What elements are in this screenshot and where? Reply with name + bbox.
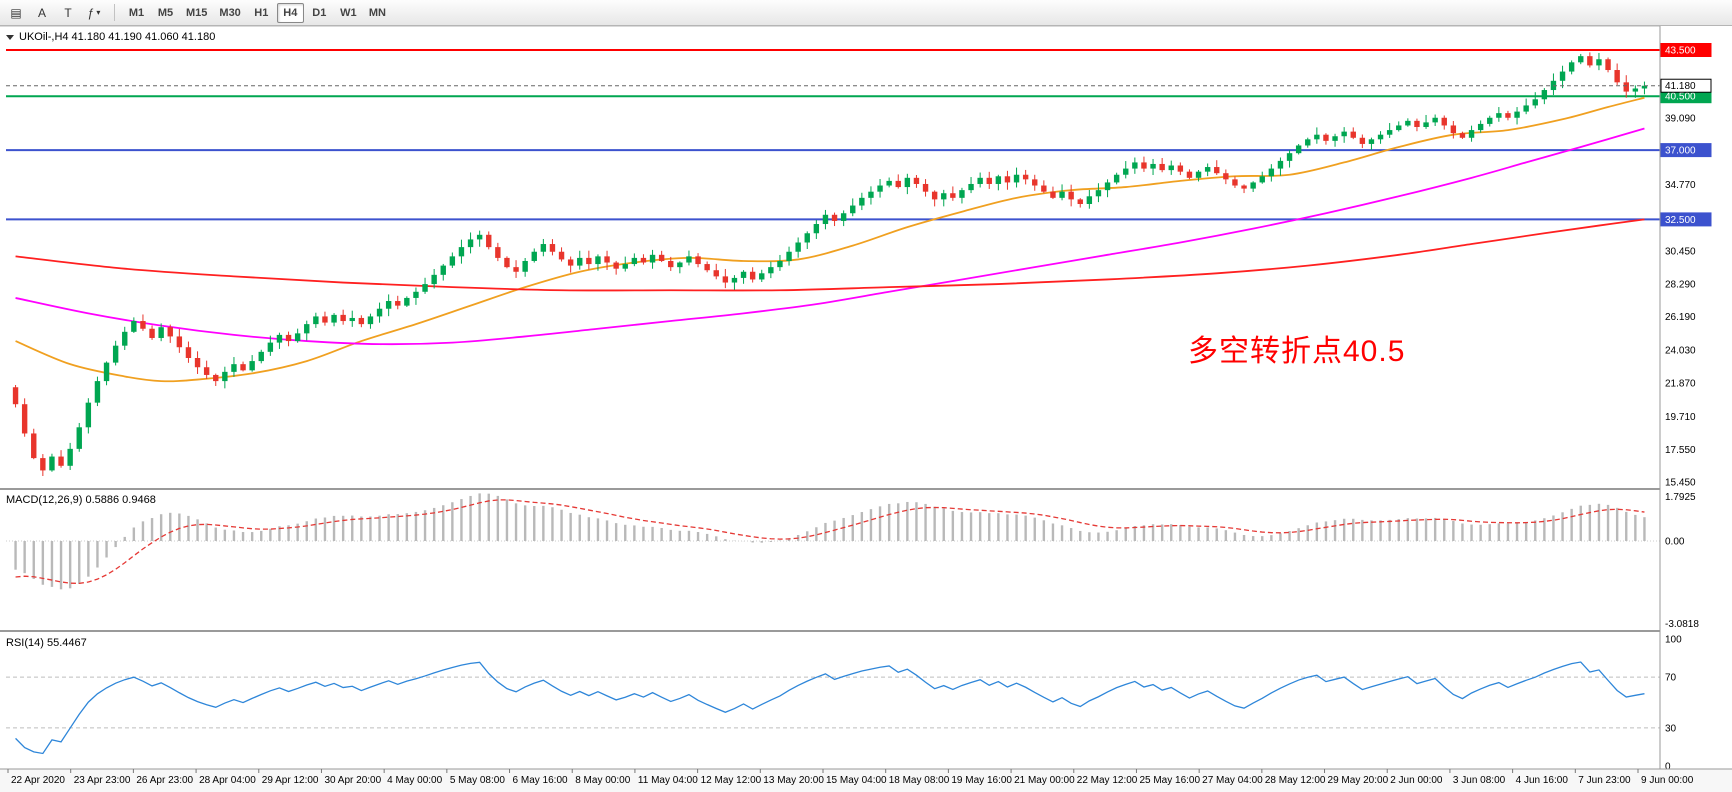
svg-text:5 May 08:00: 5 May 08:00: [450, 775, 505, 786]
svg-text:23 Apr 23:00: 23 Apr 23:00: [74, 775, 131, 786]
macd-signal-line: [15, 499, 1645, 585]
indicators-button[interactable]: ƒ ▾: [87, 5, 101, 20]
svg-text:34.770: 34.770: [1665, 180, 1696, 191]
price-axis[interactable]: [1660, 26, 1732, 769]
svg-text:19 May 16:00: 19 May 16:00: [951, 775, 1012, 786]
svg-text:39.090: 39.090: [1665, 113, 1696, 124]
price-axis-labels: 39.090 34.770 30.450 28.290 26.190 24.030 21.8…: [1665, 113, 1696, 488]
svg-text:32.500: 32.500: [1665, 215, 1696, 226]
svg-text:1.7925: 1.7925: [1665, 492, 1696, 503]
svg-text:11 May 04:00: 11 May 04:00: [638, 775, 698, 786]
svg-text:28 Apr 04:00: 28 Apr 04:00: [199, 775, 256, 786]
svg-text:29 May 20:00: 29 May 20:00: [1328, 775, 1389, 786]
svg-text:22 Apr 2020: 22 Apr 2020: [11, 775, 65, 786]
timeframe-button-mn[interactable]: MN: [368, 6, 386, 19]
price-tag: 41.180: [1660, 78, 1712, 93]
svg-text:30 Apr 20:00: 30 Apr 20:00: [324, 775, 381, 786]
candles: [12, 52, 1648, 477]
timeframe-button-h1[interactable]: H1: [254, 6, 269, 19]
svg-text:100: 100: [1665, 635, 1682, 646]
svg-text:37.000: 37.000: [1665, 146, 1696, 157]
svg-text:28.290: 28.290: [1665, 280, 1696, 291]
svg-text:21.870: 21.870: [1665, 379, 1696, 390]
rsi-line: [15, 661, 1645, 755]
svg-text:43.500: 43.500: [1665, 46, 1696, 57]
svg-text:6 May 16:00: 6 May 16:00: [513, 775, 568, 786]
svg-text:21 May 00:00: 21 May 00:00: [1014, 775, 1075, 786]
svg-text:9 Jun 00:00: 9 Jun 00:00: [1641, 775, 1694, 786]
svg-text:22 May 12:00: 22 May 12:00: [1077, 775, 1138, 786]
svg-text:0.00: 0.00: [1665, 537, 1685, 548]
svg-text:70: 70: [1665, 673, 1677, 684]
svg-text:3 Jun 08:00: 3 Jun 08:00: [1453, 775, 1506, 786]
svg-text:25 May 16:00: 25 May 16:00: [1139, 775, 1200, 786]
svg-text:12 May 12:00: 12 May 12:00: [701, 775, 762, 786]
timeframe-button-h4[interactable]: H4: [276, 2, 304, 23]
auto-arrange-button[interactable]: A: [37, 5, 46, 20]
svg-text:4 Jun 16:00: 4 Jun 16:00: [1516, 775, 1569, 786]
svg-text:17.550: 17.550: [1665, 445, 1696, 456]
svg-text:2 Jun 00:00: 2 Jun 00:00: [1390, 775, 1443, 786]
svg-text:0: 0: [1665, 762, 1671, 773]
svg-text:41.180: 41.180: [1665, 81, 1696, 92]
timeframe-button-m1[interactable]: M1: [128, 6, 145, 19]
macd-histogram: [14, 493, 1646, 590]
svg-text:27 May 04:00: 27 May 04:00: [1202, 775, 1263, 786]
chart-window-button[interactable]: ▤: [10, 5, 22, 20]
svg-text:24.030: 24.030: [1665, 345, 1696, 356]
svg-text:28 May 12:00: 28 May 12:00: [1265, 775, 1326, 786]
timeframe-button-d1[interactable]: D1: [312, 6, 327, 19]
ma-fast-line: [15, 96, 1645, 383]
svg-text:15 May 04:00: 15 May 04:00: [826, 775, 887, 786]
svg-text:40.500: 40.500: [1665, 92, 1696, 103]
svg-text:15.450: 15.450: [1665, 477, 1696, 488]
svg-text:30.450: 30.450: [1665, 246, 1696, 257]
svg-text:26 Apr 23:00: 26 Apr 23:00: [136, 775, 193, 786]
svg-text:8 May 00:00: 8 May 00:00: [575, 775, 630, 786]
rsi-axis-labels: 100 70 30 0: [1665, 635, 1682, 773]
price-tag: 43.500: [1660, 43, 1712, 57]
time-axis[interactable]: 22 Apr 2020 23 Apr 23:00 26 Apr 23:00 28 Ap…: [0, 768, 1732, 792]
timeframe-button-m15[interactable]: M15: [186, 6, 208, 19]
timeframe-button-w1[interactable]: W1: [340, 6, 357, 19]
svg-text:30: 30: [1665, 723, 1677, 734]
toolbar-separator: [114, 4, 115, 21]
svg-text:19.710: 19.710: [1665, 412, 1696, 423]
timeframe-group: M1 M5 M15 M30 H1 H4 D1 W1 MN: [123, 2, 391, 23]
svg-text:18 May 08:00: 18 May 08:00: [889, 775, 950, 786]
timeframe-button-m5[interactable]: M5: [157, 6, 174, 19]
svg-text:4 May 00:00: 4 May 00:00: [387, 775, 442, 786]
svg-text:29 Apr 12:00: 29 Apr 12:00: [262, 775, 319, 786]
chevron-down-icon: ▾: [96, 8, 101, 17]
ma-slow-line: [15, 218, 1645, 292]
svg-text:26.190: 26.190: [1665, 312, 1696, 323]
price-tag: 32.500: [1660, 212, 1712, 227]
svg-text:13 May 20:00: 13 May 20:00: [763, 775, 824, 786]
macd-axis-labels: 1.7925 0.00 -3.0818: [1665, 492, 1699, 630]
price-tag: 37.000: [1660, 143, 1712, 158]
svg-text:7 Jun 23:00: 7 Jun 23:00: [1578, 775, 1631, 786]
timeframe-button-m30[interactable]: M30: [219, 6, 241, 19]
text-tool-button[interactable]: T: [64, 5, 72, 20]
svg-text:-3.0818: -3.0818: [1665, 619, 1699, 630]
